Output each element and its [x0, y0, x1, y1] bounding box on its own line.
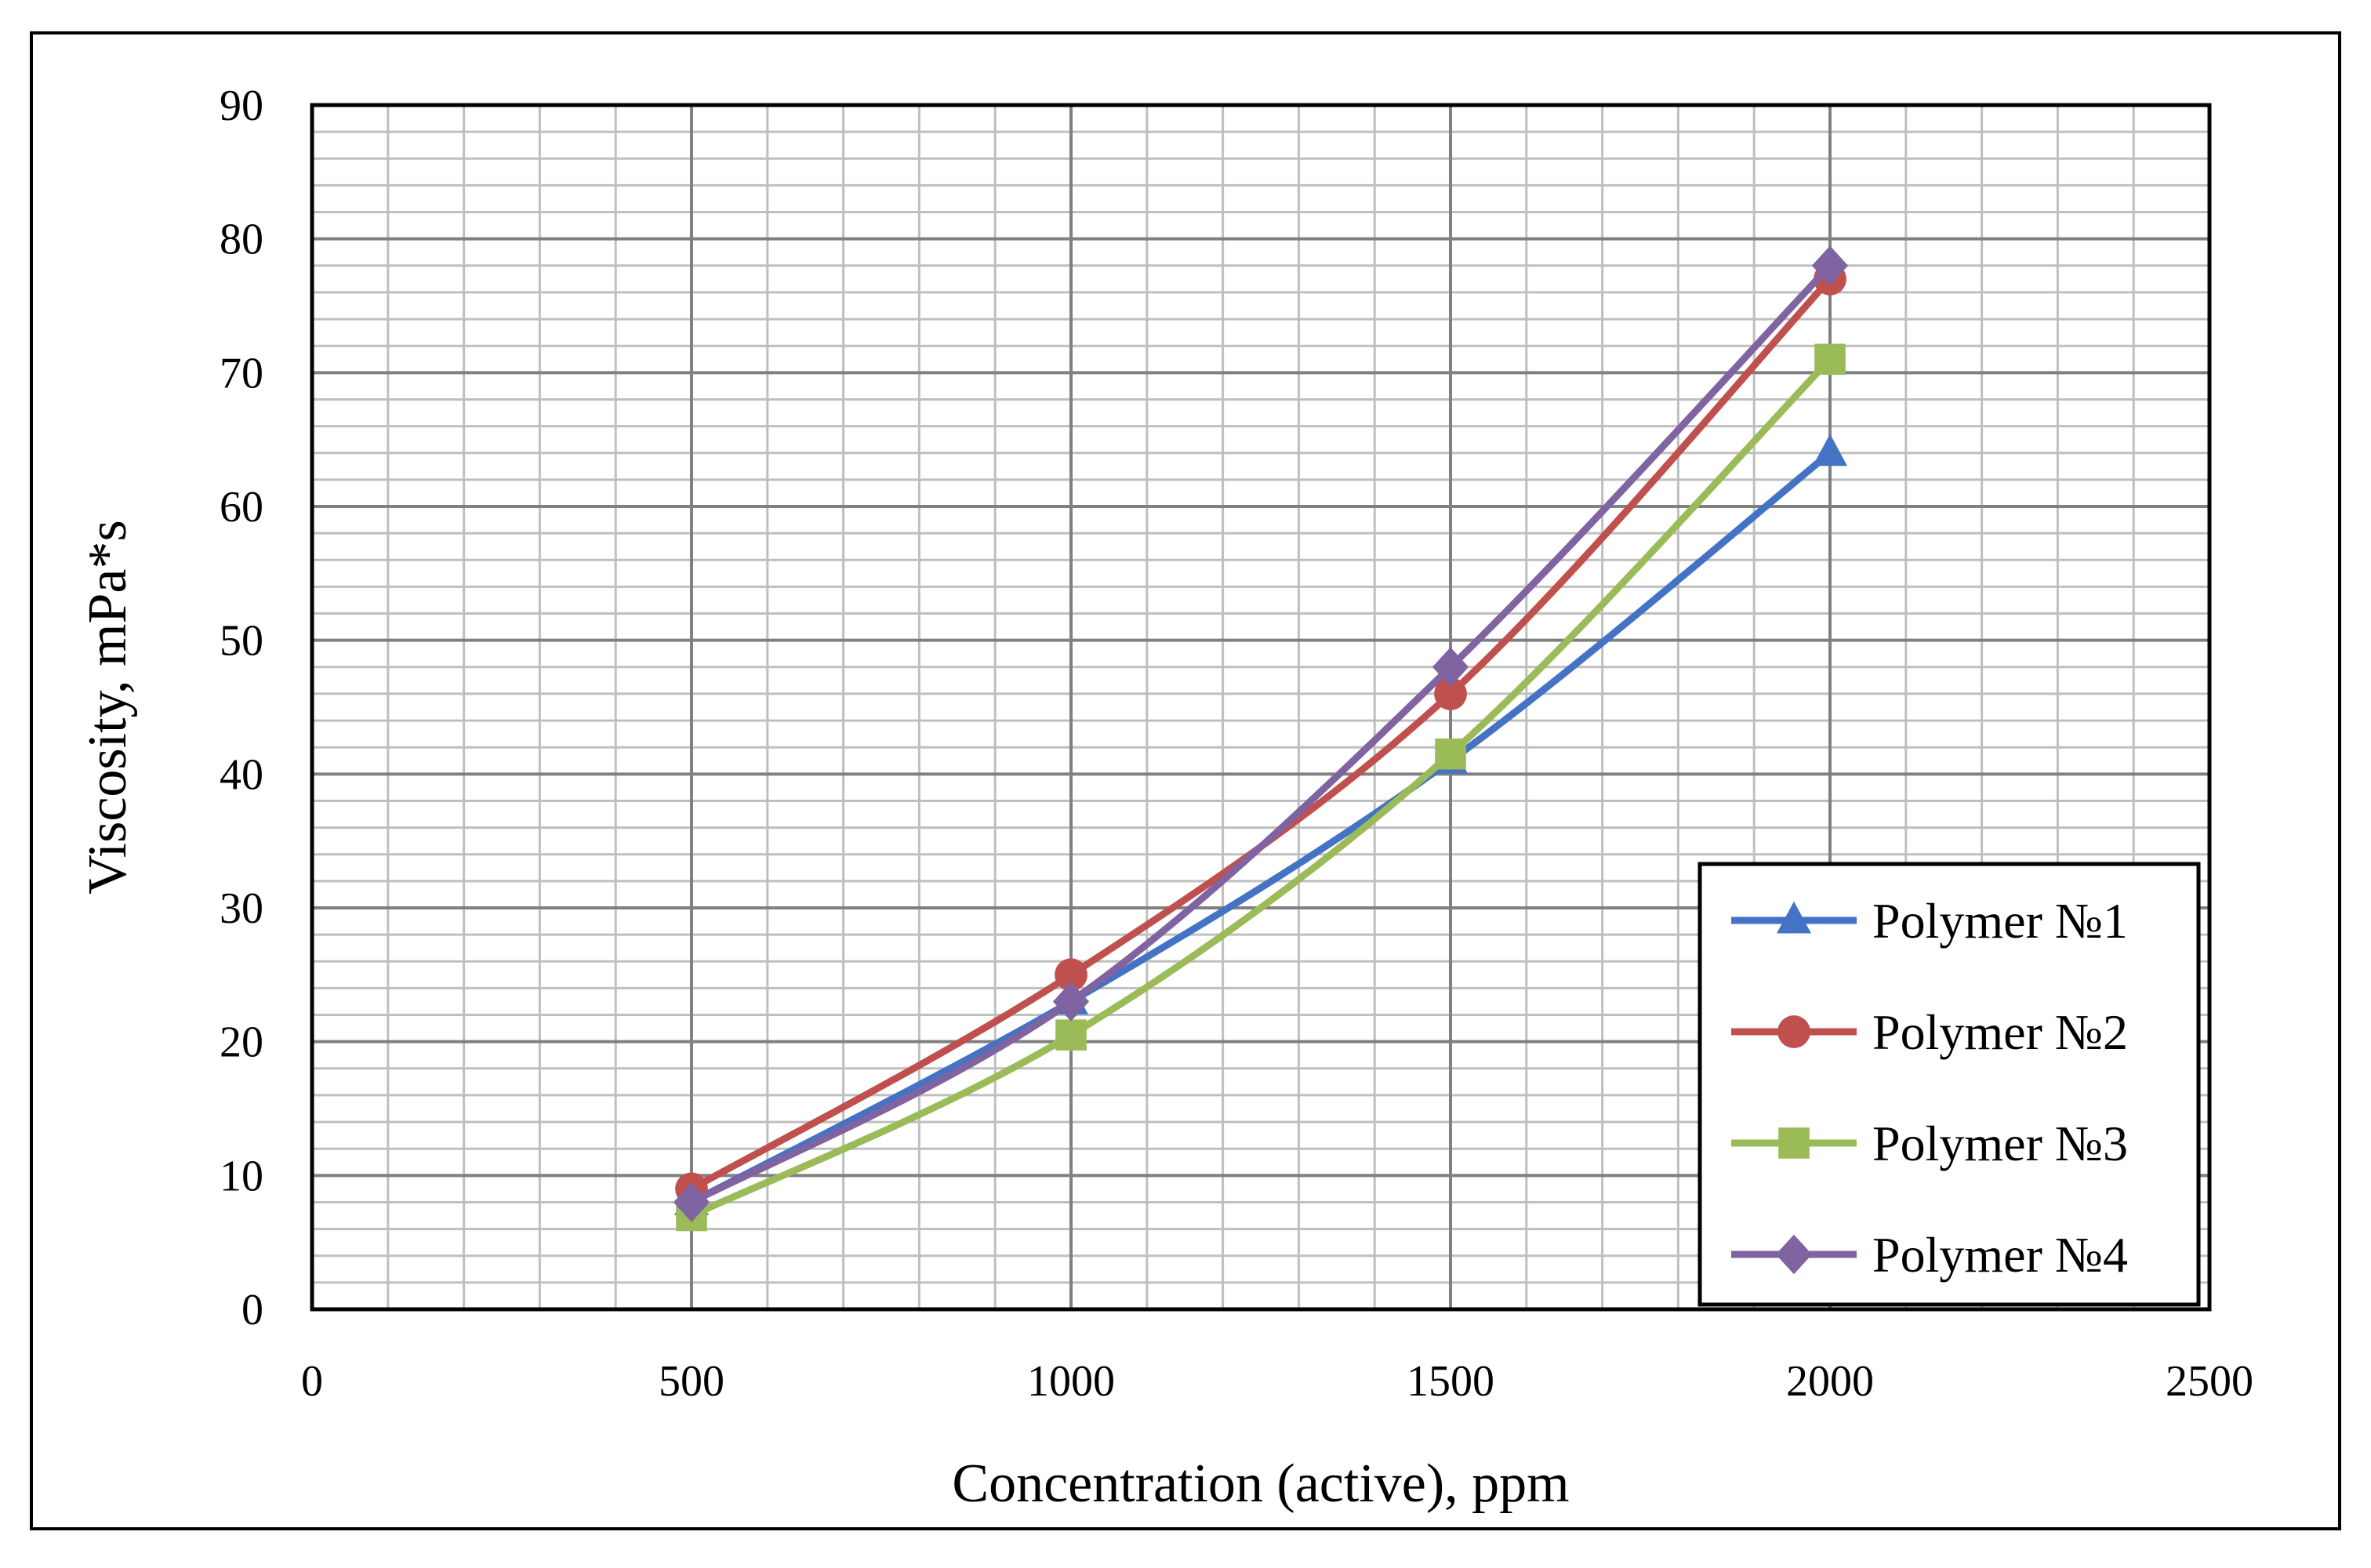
legend-marker — [1775, 1234, 1813, 1275]
legend-marker — [1778, 1127, 1810, 1159]
y-tick-label: 80 — [220, 216, 263, 264]
x-tick-label: 2000 — [1786, 1357, 1874, 1406]
legend-label: Polymer №1 — [1872, 893, 2128, 949]
legend-box — [1697, 862, 2201, 1307]
data-point-polymer-3 — [1814, 343, 1846, 376]
y-tick-label: 90 — [220, 82, 263, 130]
legend-label: Polymer №4 — [1872, 1227, 2128, 1283]
series-polymer-3 — [676, 343, 1846, 1232]
y-tick-labels: 0 10 20 30 40 50 60 70 80 90 — [220, 82, 263, 1334]
legend-label: Polymer №3 — [1872, 1116, 2128, 1171]
legend-item-polymer-3[interactable]: Polymer №3 — [1731, 1116, 2128, 1171]
data-point-polymer-4 — [1811, 245, 1849, 286]
data-point-polymer-4 — [1432, 647, 1469, 688]
y-tick-label: 0 — [241, 1286, 263, 1334]
x-axis-title: Concentration (active), ppm — [952, 1454, 1569, 1514]
data-point-polymer-1 — [1813, 434, 1847, 466]
legend-label: Polymer №2 — [1872, 1004, 2128, 1060]
y-tick-label: 70 — [220, 349, 263, 397]
plot-area — [310, 103, 2212, 1312]
y-tick-label: 10 — [220, 1152, 263, 1200]
x-tick-label: 0 — [301, 1357, 323, 1406]
series-line-polymer-4 — [688, 262, 1834, 1206]
series-polymer-1 — [674, 434, 1847, 1215]
data-point-polymer-2 — [1434, 677, 1467, 710]
data-point-polymer-3 — [1055, 1019, 1087, 1051]
x-tick-label: 1000 — [1027, 1357, 1115, 1406]
y-tick-label: 40 — [220, 750, 263, 799]
legend-item-polymer-4[interactable]: Polymer №4 — [1731, 1227, 2128, 1283]
x-tick-label: 2500 — [2166, 1357, 2253, 1406]
data-point-polymer-4 — [1052, 982, 1090, 1022]
series-line-polymer-2 — [688, 275, 1834, 1192]
series-polymer-2 — [675, 262, 1846, 1206]
y-tick-label: 50 — [220, 617, 263, 666]
series-polymer-4 — [673, 245, 1849, 1222]
data-point-polymer-3 — [1435, 738, 1466, 770]
legend[interactable]: Polymer №1 Polymer №2 Polymer №3 Polymer №4 — [1697, 862, 2201, 1307]
y-axis-title: Viscosity, mPa*s — [78, 520, 138, 894]
y-tick-label: 30 — [220, 884, 263, 933]
data-point-polymer-2 — [1055, 958, 1087, 992]
legend-marker — [1777, 901, 1811, 934]
x-tick-label: 1500 — [1407, 1357, 1494, 1406]
legend-marker — [1777, 1015, 1810, 1048]
y-tick-label: 60 — [220, 483, 263, 532]
y-tick-label: 20 — [220, 1018, 263, 1067]
data-point-polymer-4 — [673, 1182, 710, 1222]
series-layer — [673, 245, 1849, 1232]
x-tick-label: 500 — [659, 1357, 724, 1406]
x-tick-labels: 0 500 1000 1500 2000 2500 — [301, 1357, 2253, 1406]
legend-item-polymer-1[interactable]: Polymer №1 — [1731, 893, 2128, 949]
legend-item-polymer-2[interactable]: Polymer №2 — [1731, 1004, 2128, 1060]
series-line-polymer-3 — [688, 355, 1834, 1220]
series-line-polymer-1 — [688, 449, 1834, 1206]
